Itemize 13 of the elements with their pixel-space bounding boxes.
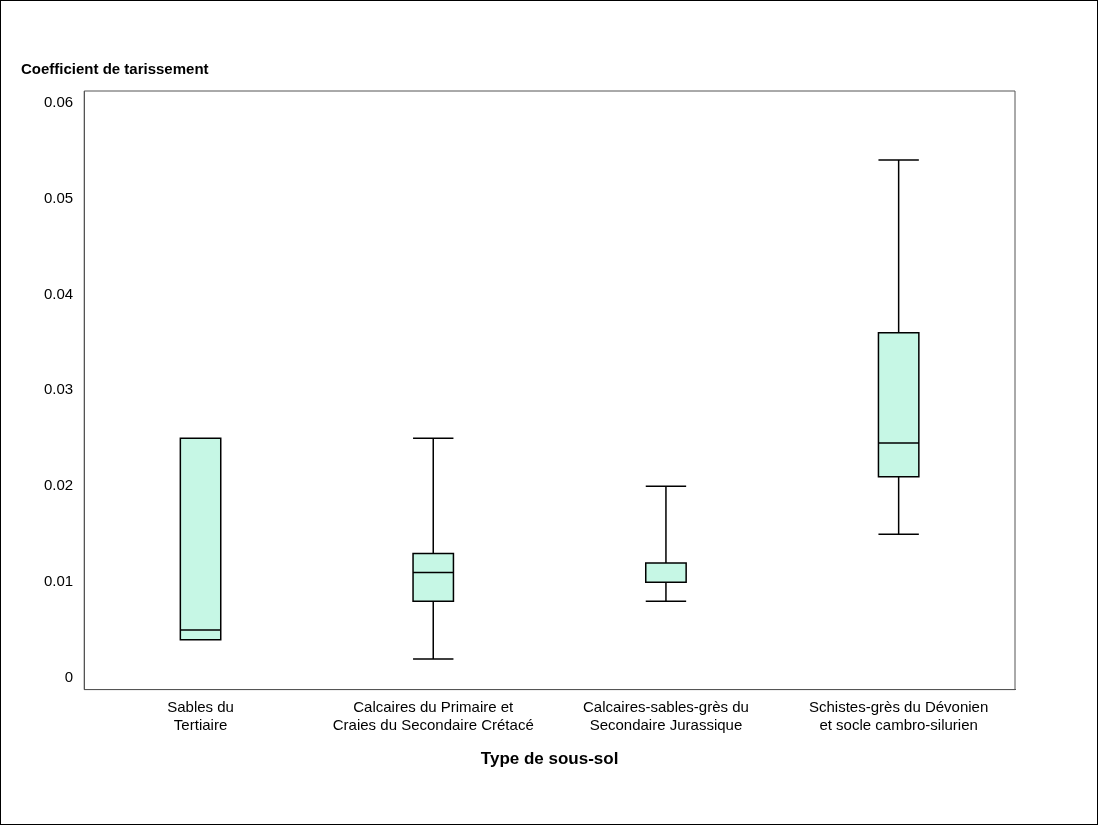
x-axis-title: Type de sous-sol <box>480 749 619 769</box>
x-tick-label: Schistes-grès du Dévonien et socle cambro-silurien <box>809 697 989 733</box>
x-tick-label: Calcaires-sables-grès du Secondaire Jurassique <box>582 697 749 733</box>
y-axis-title: Coefficient de tarissement <box>21 59 209 77</box>
y-tick-label: 0.05 <box>43 188 74 206</box>
y-tick-label: 0.06 <box>43 92 74 110</box>
x-tick-label: Sables du Tertiaire <box>167 697 234 733</box>
x-tick-label: Calcaires du Primaire et Craies du Secondaire Crétacé <box>332 697 534 733</box>
y-tick-label: 0.02 <box>43 476 74 494</box>
y-tick-label: 0.03 <box>43 380 74 398</box>
y-tick-label: 0 <box>64 668 74 686</box>
y-tick-label: 0.04 <box>43 284 74 302</box>
y-tick-label: 0.01 <box>43 572 74 590</box>
